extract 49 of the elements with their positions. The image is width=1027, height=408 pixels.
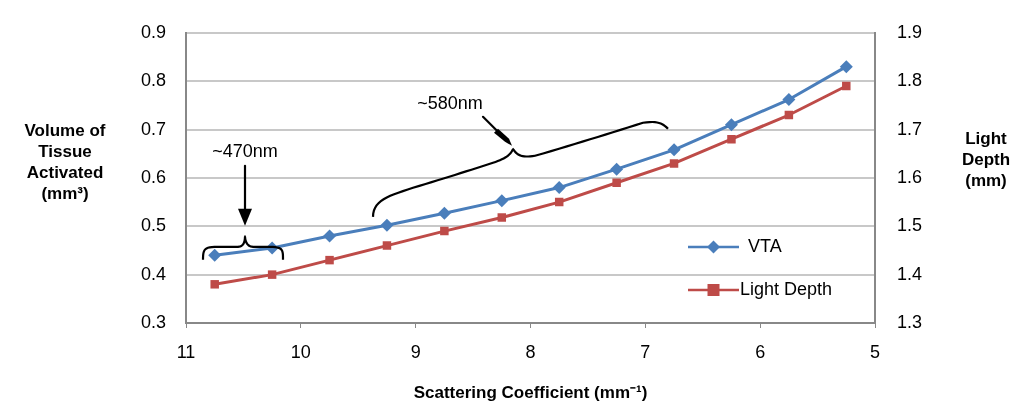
point (612, 178, 621, 187)
y-tick-label: 0.5 (140, 215, 166, 236)
y-tick-label: 0.3 (140, 311, 166, 332)
y2-tick-label: 1.8 (897, 70, 923, 91)
y-tick-label: 0.4 (140, 263, 166, 284)
point (839, 60, 853, 74)
y-tick-label: 0.7 (140, 118, 166, 139)
x-axis-title: Scattering Coefficient (mm⁻¹) (413, 383, 648, 403)
y-tick-label: 0.8 (140, 70, 166, 91)
y2-tick-label: 1.5 (897, 215, 923, 236)
y-tick-label: 0.6 (140, 166, 166, 187)
point (382, 241, 392, 250)
point (552, 181, 566, 195)
point (842, 81, 851, 91)
point (495, 194, 509, 208)
point (380, 218, 394, 232)
point (440, 226, 449, 236)
x-tick-label: 6 (755, 341, 766, 362)
annotation: ~580nm (417, 92, 483, 113)
x-tick-label: 11 (176, 341, 196, 362)
point (724, 118, 738, 132)
y2-tick-label: 1.9 (897, 21, 923, 42)
annotation: ~470nm (212, 140, 278, 161)
point (210, 280, 219, 289)
point (437, 206, 451, 220)
point (325, 255, 334, 265)
point (669, 159, 679, 168)
legend-label: VTA (748, 235, 782, 256)
y2-axis-title: Light Depth (mm) (960, 128, 1012, 191)
point (667, 143, 681, 157)
x-tick-label: 9 (410, 341, 421, 362)
y-tick-label: 0.9 (140, 21, 166, 42)
point (727, 134, 736, 144)
point (497, 213, 507, 222)
point (208, 248, 222, 262)
x-tick-label: 8 (525, 341, 536, 362)
y2-tick-label: 1.7 (897, 118, 923, 139)
point (610, 162, 624, 176)
y2-tick-label: 1.3 (897, 311, 923, 332)
x-tick-label: 7 (640, 341, 651, 362)
point (323, 229, 337, 243)
legend-label: Light Depth (740, 278, 833, 299)
y2-tick-label: 1.4 (897, 263, 923, 284)
y2-tick-label: 1.6 (897, 166, 923, 187)
x-tick-label: 5 (869, 341, 881, 362)
x-tick-label: 10 (290, 341, 311, 362)
point (267, 270, 277, 279)
point (782, 93, 796, 107)
y-axis-title: Volume of Tissue Activated (mm³) (23, 120, 107, 204)
